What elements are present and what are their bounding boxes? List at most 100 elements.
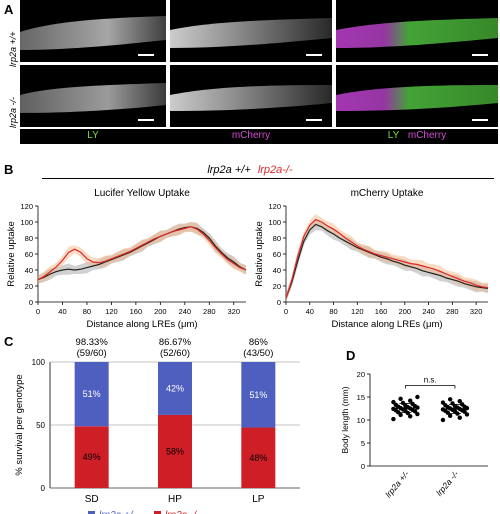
micrograph-wt-ly-image	[20, 16, 166, 50]
c-bar-het	[241, 362, 276, 428]
micrograph-wt-merge-image	[336, 18, 498, 48]
ly-x-tick-label: 280	[203, 307, 216, 316]
ly-x-label: Distance along LREs (μm)	[86, 319, 197, 330]
mch-y-tick-label: 0	[277, 298, 281, 307]
ly-y-tick-label: 100	[20, 218, 33, 227]
d-point	[450, 401, 455, 406]
mch-y-tick-label: 60	[273, 250, 281, 259]
ly-line-0	[37, 226, 247, 281]
mch-x-tick-label: 280	[446, 307, 459, 316]
ly-x-tick-label: 200	[154, 307, 167, 316]
ly-y-tick-label: 20	[25, 282, 33, 291]
panel-label-b: B	[4, 162, 14, 177]
d-point	[391, 406, 396, 412]
d-y-tick-label: 0	[361, 462, 365, 471]
c-legend-mut: lrp2a -/-	[165, 510, 200, 514]
c-bar-label-het: 42%	[166, 383, 184, 393]
c-y-tick-label: 50	[36, 421, 45, 430]
micrograph-mut-merge	[336, 65, 498, 127]
micrograph-mut-ly-image	[20, 83, 166, 113]
ly-y-tick-label: 60	[25, 250, 33, 259]
panel-label-d: D	[346, 348, 356, 363]
c-top-label: 86.67%	[159, 337, 192, 348]
mch-x-tick-label: 160	[375, 307, 388, 316]
d-y-tick-label: 5	[361, 439, 365, 448]
mch-x-tick-label: 240	[422, 307, 435, 316]
d-y-tick-label: 10	[357, 416, 365, 425]
mch-line-0	[285, 223, 489, 299]
panel-b-charts: Lucifer Yellow Uptake 0 20 40 60 80 100 120 0 40 8…	[6, 188, 489, 330]
scale-bar	[306, 119, 322, 121]
d-y-tick-label: 20	[357, 370, 365, 379]
ly-y-label: Relative uptake	[6, 221, 17, 286]
merge-label-mcherry: mCherry	[407, 130, 447, 141]
ly-x-tick-label: 40	[58, 307, 66, 316]
d-sig-label: n.s.	[424, 376, 437, 385]
ly-band-0	[38, 222, 246, 284]
d-point	[408, 414, 413, 419]
c-x-tick-label: SD	[85, 494, 99, 505]
d-point	[398, 396, 403, 402]
d-point	[457, 398, 462, 404]
scale-bar	[472, 119, 488, 121]
ly-y-tick-label: 120	[20, 202, 33, 211]
d-point	[457, 415, 462, 420]
ly-y-tick-label: 80	[25, 234, 33, 243]
panel-c-chart: 0 50 100 % survival per genotype 49% 51% SD 98.…	[14, 337, 300, 514]
c-top-label-count: (43/50)	[243, 348, 273, 359]
row-label-mut: lrp2a -/-	[8, 96, 18, 128]
scale-bar	[306, 54, 322, 56]
legend-wt: lrp2a +/+	[207, 164, 251, 176]
c-top-label: 86%	[249, 337, 269, 348]
scale-bar	[138, 119, 154, 121]
mch-x-tick-label: 200	[399, 307, 412, 316]
ly-x-tick-label: 0	[36, 307, 40, 316]
mch-y-tick-label: 100	[268, 218, 281, 227]
mch-band-0	[286, 218, 488, 302]
ly-band-1	[38, 222, 246, 284]
c-top-label-count: (59/60)	[77, 348, 107, 359]
micrograph-mut-mcherry	[170, 65, 332, 127]
micrograph-wt-mcherry-image	[170, 18, 332, 48]
panel-d-chart: 0 5 10 15 20 Body length (mm) lrp2a +/- lrp2a -…	[340, 370, 488, 499]
c-bar-label-mut: 58%	[166, 446, 184, 456]
mch-x-tick-label: 120	[351, 307, 364, 316]
chart-lucifer-yellow: Lucifer Yellow Uptake 0 20 40 60 80 100 120 0 40 8…	[6, 188, 247, 330]
chart-mcherry: mCherry Uptake 0 20 40 60 80 100 120 0 40 80 120 160…	[254, 188, 489, 330]
c-bar-label-het: 51%	[249, 390, 267, 400]
channel-label-strip: LY mCherry LY mCherry	[20, 129, 498, 144]
micrograph-mut-ly	[20, 65, 166, 127]
c-legend-het: lrp2a +/-	[99, 510, 137, 514]
c-legend-swatch-mut	[154, 511, 161, 514]
mch-y-tick-label: 20	[273, 282, 281, 291]
ly-x-tick-label: 80	[83, 307, 91, 316]
panel-label-c: C	[4, 334, 14, 349]
c-top-label: 98.33%	[76, 337, 109, 348]
ly-title: Lucifer Yellow Uptake	[94, 188, 190, 199]
ly-x-tick-label: 120	[105, 307, 118, 316]
c-bar-mut	[74, 426, 109, 488]
ly-y-tick-label: 40	[25, 266, 33, 275]
d-y-label: Body length (mm)	[340, 386, 350, 453]
c-bar-mut	[158, 414, 192, 488]
mch-x-label: Distance along LREs (μm)	[331, 319, 442, 330]
c-y-tick-label: 100	[32, 358, 46, 367]
d-point	[447, 397, 453, 402]
chart-survival: 0 50 100 % survival per genotype 49% 51% SD 98.…	[14, 337, 300, 514]
scale-bar	[472, 54, 488, 56]
c-y-label: % survival per genotype	[14, 374, 25, 475]
c-top-label-count: (52/60)	[160, 348, 190, 359]
d-point	[440, 417, 446, 423]
scale-bar	[138, 54, 154, 56]
d-point	[410, 401, 415, 407]
micrograph-wt-merge	[336, 0, 498, 62]
chart-body-length: 0 5 10 15 20 Body length (mm) lrp2a +/- lrp2a -…	[340, 370, 488, 499]
mch-title: mCherry Uptake	[351, 188, 424, 199]
micrograph-wt-ly	[20, 0, 166, 62]
merge-label-ly: LY	[387, 130, 400, 141]
ly-x-tick-label: 320	[228, 307, 241, 316]
c-bar-mut	[241, 427, 276, 488]
mch-y-tick-label: 80	[273, 234, 281, 243]
d-point	[391, 399, 396, 405]
d-point	[408, 398, 413, 403]
